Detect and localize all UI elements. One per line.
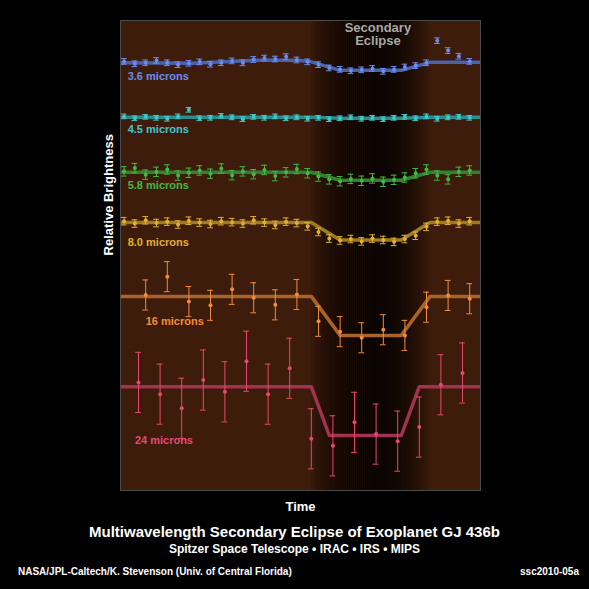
svg-text:24 microns: 24 microns [135,434,193,446]
svg-text:Relative Brightness: Relative Brightness [101,134,116,255]
svg-text:Time: Time [285,499,315,514]
svg-text:8.0 microns: 8.0 microns [128,236,189,248]
svg-text:5.8 microns: 5.8 microns [128,179,189,191]
svg-text:3.6 microns: 3.6 microns [128,70,189,82]
html-text:Spitzer Space Telescope • IRAC: Spitzer Space Telescope • IRAC • IRS • M… [168,542,421,556]
html-text:ssc2010-05a: ssc2010-05a [520,566,579,577]
svg-text:16 microns: 16 microns [146,315,204,327]
html-text:NASA/JPL-Caltech/K. Stevenson: NASA/JPL-Caltech/K. Stevenson (Univ. of … [18,566,292,577]
svg-text:SecondaryEclipse: SecondaryEclipse [345,20,412,48]
svg-text:4.5 microns: 4.5 microns [128,123,189,135]
html-text:Multiwavelength Secondary Ecli: Multiwavelength Secondary Eclipse of Exo… [89,523,500,540]
